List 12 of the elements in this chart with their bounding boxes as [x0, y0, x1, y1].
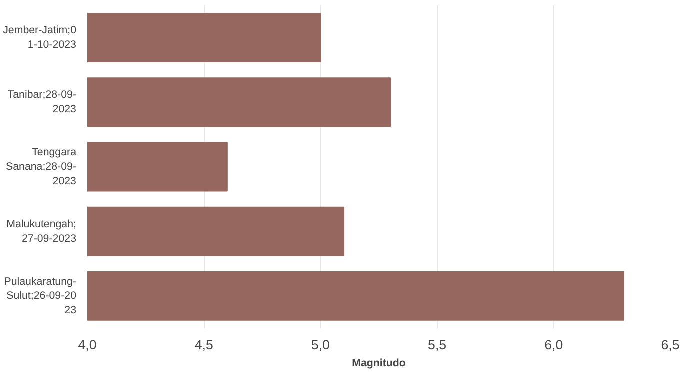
y-tick-label: Tanibar;28-09- 2023	[8, 89, 77, 116]
x-tick-label: 4,5	[194, 338, 214, 352]
x-tick-label: 4,0	[78, 338, 97, 352]
y-tick-label: Tenggara Sanana;28-09- 2023	[6, 146, 77, 188]
y-tick-label: Jember-Jatim;0 1-10-2023	[3, 24, 77, 51]
y-tick-label: Malukutengah; 27-09-2023	[6, 218, 77, 245]
x-tick-label: 5,5	[428, 338, 447, 352]
x-tick-label: 6,5	[661, 338, 680, 352]
x-tick-label: 6,0	[544, 338, 564, 352]
y-tick-label: Pulaukaratung- Sulut;26-09-20 23	[4, 276, 77, 317]
x-axis-title: Magnitudo	[352, 358, 406, 370]
x-tick-label: 5,0	[311, 338, 330, 352]
